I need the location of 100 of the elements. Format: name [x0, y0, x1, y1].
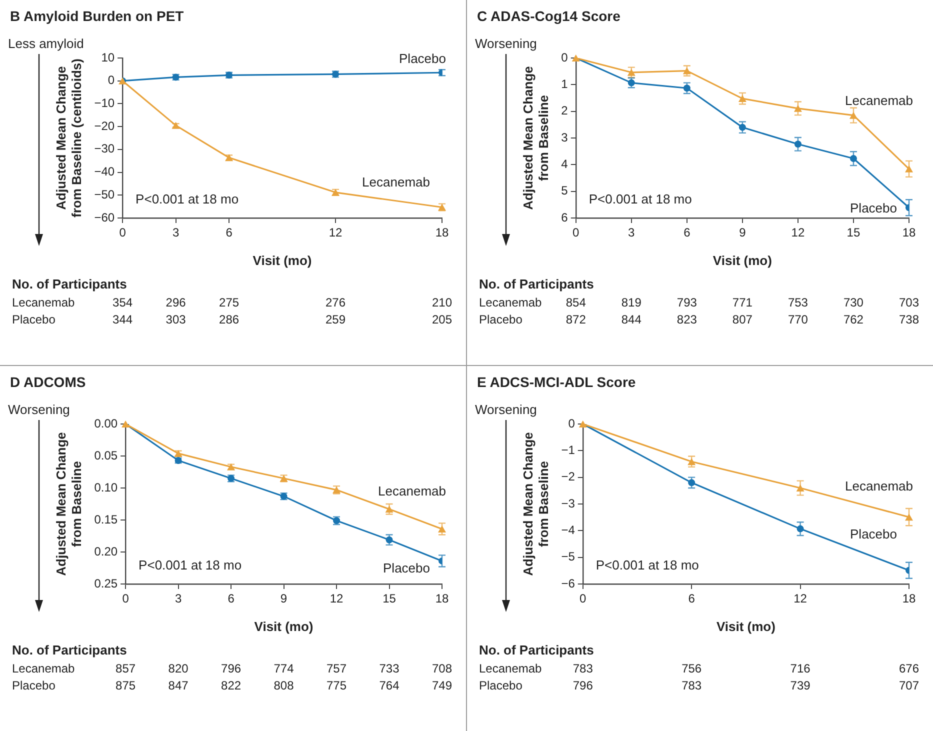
text: 738: [898, 312, 920, 326]
text: 296: [166, 295, 186, 310]
annotation: P<0.001 at 18 mo: [596, 558, 699, 573]
x-tick-label: 15: [846, 226, 860, 240]
text: 774: [274, 661, 294, 676]
text: Lecanemab: [479, 295, 542, 310]
text: Placebo: [479, 678, 522, 692]
point: [118, 77, 127, 84]
text: 753: [788, 295, 808, 310]
text: No. of Participants: [12, 642, 127, 658]
y-tick-label: 3: [561, 130, 568, 144]
x-tick-label: 18: [902, 226, 916, 240]
x-tick-label: 6: [228, 592, 235, 606]
series-label: Placebo: [399, 51, 446, 66]
y-tick-label: 2: [561, 104, 568, 118]
x-tick-label: 12: [791, 226, 805, 240]
y-axis-title: Adjusted Mean Change from Baseline: [53, 432, 84, 576]
text: Placebo: [12, 312, 56, 326]
chart-title: E ADCS-MCI-ADL Score: [477, 374, 636, 390]
text: 875: [116, 678, 136, 692]
text: 793: [676, 295, 698, 310]
x-tick-label: 12: [328, 226, 343, 240]
y-tick-label: 1: [561, 76, 568, 91]
y-tick-label: 0.20: [94, 544, 118, 558]
y-tick-label: −40: [94, 164, 115, 179]
y-tick-label: −60: [94, 210, 115, 224]
text: 844: [621, 312, 642, 326]
text: 796: [221, 661, 242, 676]
text: 259: [326, 312, 346, 326]
x-tick-label: 18: [435, 226, 449, 240]
series-label: Lecanemab: [362, 174, 430, 190]
text: 749: [432, 678, 452, 692]
series-label: Placebo: [850, 200, 897, 216]
y-axis-title: Adjusted Mean Change from Baseline (centiloids): [53, 58, 84, 218]
y-axis-title: Adjusted Mean Change from Baseline: [520, 66, 551, 210]
text: 857: [116, 661, 136, 676]
x-tick-label: 3: [174, 592, 182, 606]
x-axis-title: Visit (mo): [712, 252, 772, 268]
y-tick-label: 0.15: [94, 512, 118, 526]
x-tick-label: 3: [628, 226, 636, 240]
text: 676: [898, 661, 920, 676]
point: [905, 165, 913, 172]
text: 275: [219, 295, 240, 310]
point: [794, 104, 802, 112]
text: 775: [326, 678, 347, 692]
annotation: P<0.001 at 18 mo: [138, 558, 242, 573]
chart-title: C ADAS-Cog14 Score: [477, 8, 620, 24]
text: No. of Participants: [479, 642, 594, 658]
text: 872: [566, 312, 586, 326]
y-tick-label: 0.00: [94, 416, 118, 430]
text: 770: [788, 312, 808, 326]
text: No. of Participants: [12, 276, 127, 292]
text: 783: [682, 678, 702, 692]
series-label: Lecanemab: [845, 92, 913, 108]
chart-title: D ADCOMS: [10, 374, 86, 390]
text: 847: [168, 678, 189, 692]
text: 762: [843, 312, 864, 326]
x-tick-label: 3: [172, 226, 180, 240]
y-tick-label: 4: [561, 156, 568, 171]
y-tick-label: −6: [561, 576, 576, 590]
text: 819: [621, 295, 642, 310]
y-tick-label: 10: [101, 50, 115, 64]
text: 210: [432, 295, 452, 310]
y-tick-label: 6: [561, 210, 568, 224]
y-tick-label: −20: [94, 118, 115, 133]
point: [849, 112, 858, 119]
x-tick-label: 0: [580, 592, 587, 606]
text: Placebo: [12, 678, 56, 692]
y-tick-label: −5: [561, 550, 576, 564]
text: Lecanemab: [479, 661, 542, 676]
text: 354: [112, 295, 133, 310]
y-tick-label: −4: [561, 522, 576, 537]
y-tick-label: 0.10: [94, 480, 118, 494]
series-label: Placebo: [383, 560, 430, 576]
text: 707: [898, 678, 920, 692]
text: 703: [898, 295, 920, 310]
text: 808: [274, 678, 294, 692]
text: 757: [326, 661, 347, 676]
series-label: Lecanemab: [845, 478, 913, 494]
text: 823: [676, 312, 698, 326]
x-tick-label: 15: [382, 592, 396, 606]
text: 796: [572, 678, 594, 692]
text: Less amyloid: [8, 36, 84, 51]
x-tick-label: 18: [902, 592, 916, 606]
y-tick-label: −3: [561, 496, 576, 510]
series-label: Placebo: [850, 526, 897, 542]
x-tick-label: 0: [122, 592, 130, 606]
text: 854: [566, 295, 586, 310]
text: 733: [379, 661, 400, 676]
x-tick-label: 9: [280, 592, 288, 606]
x-axis-title: Visit (mo): [252, 252, 312, 268]
x-tick-label: 12: [794, 592, 808, 606]
text: Worsening: [8, 402, 70, 417]
annotation: P<0.001 at 18 mo: [136, 192, 239, 207]
text: 205: [432, 312, 452, 326]
text: Placebo: [479, 312, 522, 326]
x-axis-title: Visit (mo): [716, 618, 776, 634]
annotation: P<0.001 at 18 mo: [588, 192, 692, 207]
point: [796, 484, 804, 492]
y-tick-label: 0: [561, 50, 568, 64]
